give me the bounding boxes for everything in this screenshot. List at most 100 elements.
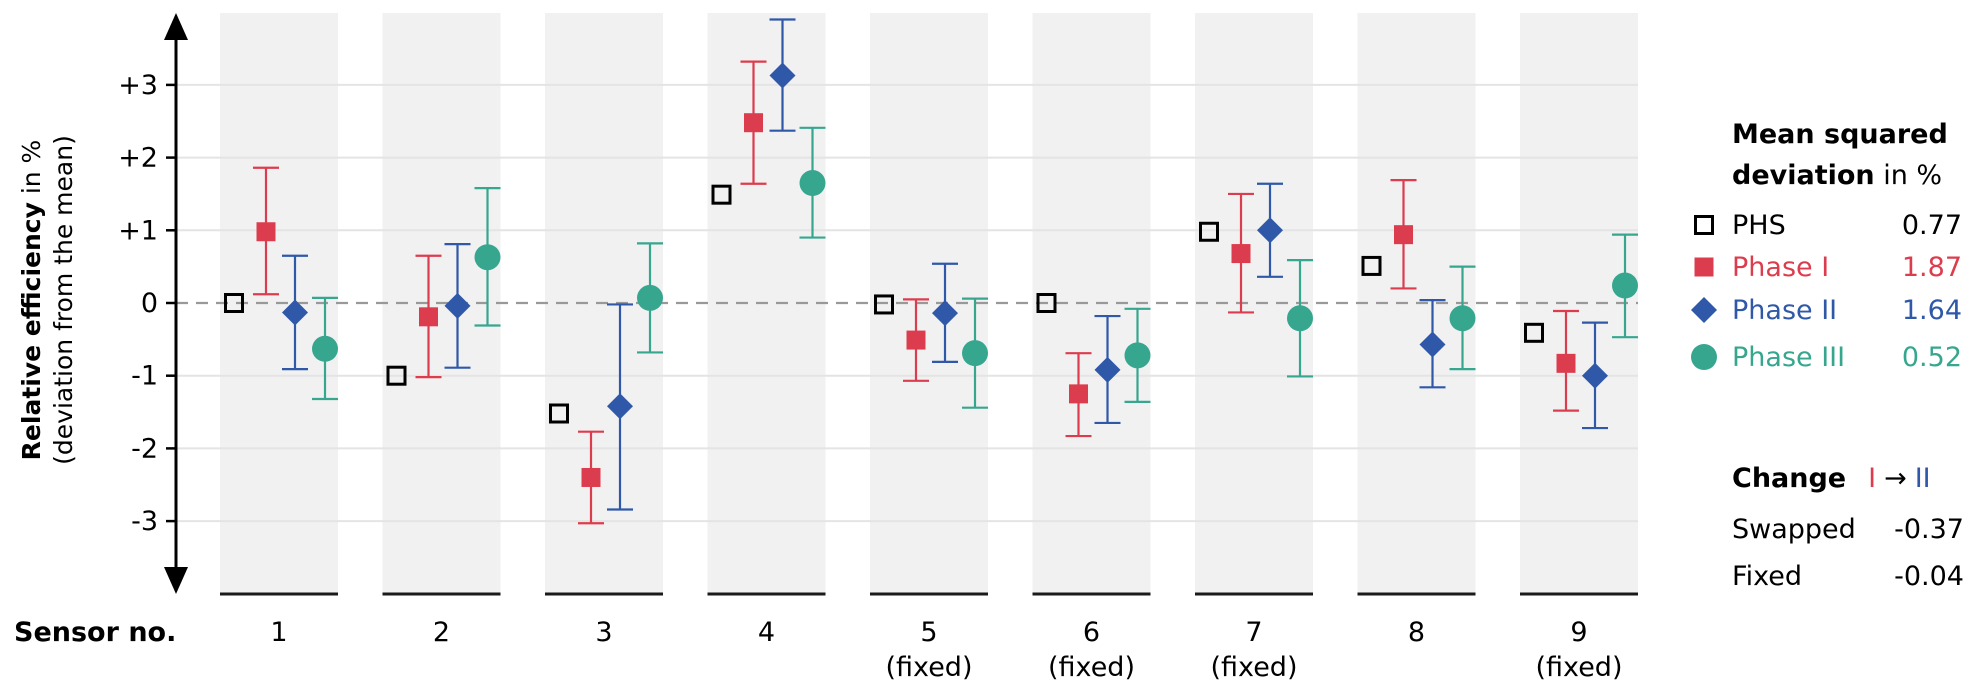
square-icon bbox=[1694, 257, 1714, 277]
data-point bbox=[1582, 362, 1608, 389]
circle-icon bbox=[1691, 344, 1717, 370]
data-point bbox=[581, 467, 601, 487]
data-point bbox=[1036, 293, 1057, 313]
legend-value: 0.52 bbox=[1902, 342, 1962, 373]
y-tick-labels: +3 +2 +1 0 -1 -2 -3 bbox=[118, 70, 176, 537]
legend-entry: Phase I 1.87 bbox=[1694, 252, 1962, 283]
x-tick-label: 1 bbox=[270, 617, 287, 648]
data-point bbox=[1612, 272, 1638, 299]
data-point bbox=[549, 403, 569, 424]
x-tick-label: 8 bbox=[1408, 617, 1425, 648]
data-point bbox=[769, 62, 796, 89]
data-point bbox=[1556, 353, 1576, 373]
x-axis-title: Sensor no. bbox=[14, 617, 176, 648]
change-value: -0.04 bbox=[1894, 561, 1964, 592]
x-tick-label: 4 bbox=[758, 617, 775, 648]
x-tick-labels: 1 2 3 4 5 (fixed) 6 (fixed) 7 (fixed) 8 9 (fixed) bbox=[270, 617, 1622, 683]
legend-entries: PHS 0.77 Phase I 1.87 Phase II 1.64 Phase III 0… bbox=[1691, 210, 1962, 373]
data-point bbox=[1524, 322, 1544, 343]
data-marks bbox=[224, 18, 1638, 525]
legend: Mean squared deviation in % PHS 0.77 Phase… bbox=[1691, 119, 1964, 592]
x-tick-label: 6 bbox=[1083, 617, 1100, 648]
data-point bbox=[1231, 244, 1251, 264]
legend-value: 0.77 bbox=[1902, 210, 1962, 241]
x-tick-sublabel: (fixed) bbox=[1536, 652, 1623, 683]
data-point bbox=[637, 284, 663, 311]
change-title-label: Change bbox=[1732, 463, 1846, 494]
x-tick-label: 2 bbox=[433, 617, 450, 648]
change-row: Fixed -0.04 bbox=[1732, 561, 1964, 592]
legend-value: 1.87 bbox=[1902, 252, 1962, 283]
data-point bbox=[1094, 356, 1121, 383]
data-point bbox=[1257, 217, 1283, 244]
sensor-band bbox=[1195, 13, 1313, 594]
change-title: Change I → II bbox=[1732, 463, 1931, 494]
data-point bbox=[932, 300, 958, 327]
x-tick-sublabel: (fixed) bbox=[886, 652, 973, 683]
y-axis-subtitle: (deviation from the mean) bbox=[49, 135, 78, 465]
data-point bbox=[962, 340, 988, 367]
data-point bbox=[312, 335, 338, 362]
legend-title-bold: deviation bbox=[1732, 160, 1875, 191]
data-point bbox=[1287, 305, 1313, 332]
data-point bbox=[1419, 331, 1446, 358]
data-point bbox=[419, 307, 438, 327]
change-label: Fixed bbox=[1732, 561, 1802, 592]
legend-entry: Phase II 1.64 bbox=[1691, 295, 1962, 326]
change-from: I bbox=[1868, 463, 1876, 494]
series-phs bbox=[224, 184, 1544, 424]
data-point bbox=[874, 294, 894, 315]
sensor-band bbox=[1032, 13, 1151, 594]
data-point bbox=[711, 184, 732, 205]
data-point bbox=[1124, 342, 1151, 369]
y-tick-label: +1 bbox=[118, 215, 158, 246]
data-point bbox=[282, 299, 308, 326]
y-axis-title: Relative efficiency in % bbox=[17, 140, 46, 461]
x-tick-sublabel: (fixed) bbox=[1211, 652, 1298, 683]
data-point bbox=[607, 393, 633, 420]
change-to: II bbox=[1915, 463, 1931, 494]
x-tick-label: 9 bbox=[1570, 617, 1587, 648]
legend-value: 1.64 bbox=[1902, 295, 1962, 326]
x-tick-label: 5 bbox=[920, 617, 937, 648]
legend-label: Phase I bbox=[1732, 252, 1829, 283]
diamond-icon bbox=[1691, 297, 1717, 323]
sensor-band bbox=[870, 13, 988, 594]
y-tick-label: -2 bbox=[131, 433, 158, 464]
data-point bbox=[1394, 225, 1413, 245]
data-point bbox=[224, 293, 244, 313]
data-point bbox=[799, 170, 826, 197]
change-rows: Swapped -0.37 Fixed -0.04 bbox=[1732, 514, 1964, 592]
data-point bbox=[906, 330, 926, 350]
y-axis-label: Relative efficiency in % (deviation from… bbox=[17, 135, 78, 465]
y-tick-label: -3 bbox=[131, 506, 158, 537]
y-tick-label: -1 bbox=[131, 361, 158, 392]
legend-entry: PHS 0.77 bbox=[1694, 210, 1962, 241]
legend-title-line-1: Mean squared bbox=[1732, 119, 1948, 150]
legend-title-unit: in % bbox=[1875, 160, 1942, 191]
data-point bbox=[1361, 255, 1382, 276]
data-point bbox=[1449, 305, 1476, 332]
data-point bbox=[474, 244, 501, 271]
change-label: Swapped bbox=[1732, 514, 1856, 545]
x-tick-sublabel: (fixed) bbox=[1048, 652, 1135, 683]
x-tick-label: 3 bbox=[595, 617, 612, 648]
arrow-down-icon bbox=[164, 567, 188, 594]
series-phase-i bbox=[253, 60, 1579, 525]
change-value: -0.37 bbox=[1894, 514, 1964, 545]
legend-title-line-2: deviation in % bbox=[1732, 160, 1942, 191]
legend-label: PHS bbox=[1732, 210, 1786, 241]
data-point bbox=[1069, 384, 1088, 404]
y-axis-title-unit: in % bbox=[17, 140, 46, 202]
legend-label: Phase III bbox=[1732, 342, 1845, 373]
open-square-icon bbox=[1694, 215, 1714, 235]
y-axis-title-bold: Relative efficiency bbox=[17, 202, 46, 460]
data-point bbox=[256, 222, 276, 242]
series-phase-ii bbox=[282, 18, 1608, 511]
legend-entry: Phase III 0.52 bbox=[1691, 342, 1962, 373]
y-tick-label: +3 bbox=[118, 70, 158, 101]
change-arrow: → bbox=[1884, 463, 1907, 494]
y-tick-label: 0 bbox=[141, 288, 158, 319]
arrow-up-icon bbox=[164, 13, 188, 40]
